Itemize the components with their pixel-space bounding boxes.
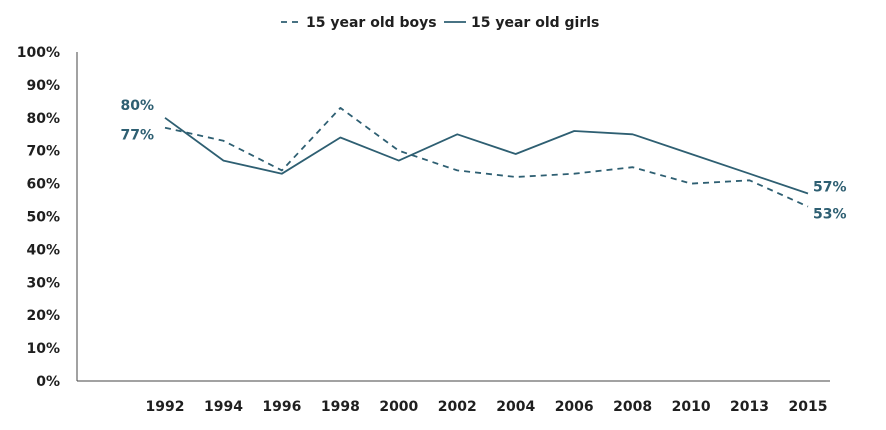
legend: 15 year old boys 15 year old girls	[281, 15, 599, 31]
x-tick-label: 2006	[555, 399, 594, 415]
x-tick-label: 2015	[789, 399, 828, 415]
x-tick-label: 2004	[496, 399, 535, 415]
y-tick-label: 70%	[26, 144, 60, 160]
y-tick-label: 90%	[26, 78, 60, 94]
y-tick-label: 10%	[26, 341, 60, 357]
data-label-first: 77%	[120, 128, 154, 144]
y-tick-label: 60%	[26, 177, 60, 193]
y-tick-label: 0%	[36, 374, 60, 390]
x-tick-label: 1994	[204, 399, 243, 415]
y-tick-label: 40%	[26, 242, 60, 258]
y-tick-label: 20%	[26, 308, 60, 324]
series-line-boys	[164, 107, 809, 208]
y-tick-label: 30%	[26, 275, 60, 291]
data-label-last: 53%	[813, 207, 847, 223]
x-tick-label: 2010	[672, 399, 711, 415]
x-axis: 1992 1994 1996 1998 2000 2002 2004 2006 2008 2010…	[77, 380, 830, 415]
data-labels: 77% 53% 80% 57%	[120, 98, 846, 223]
x-tick-label: 2000	[379, 399, 418, 415]
series-line-girls	[164, 117, 809, 195]
x-tick-label: 2002	[438, 399, 477, 415]
y-tick-label: 50%	[26, 210, 60, 226]
x-tick-label: 1998	[321, 399, 360, 415]
series-layer	[164, 107, 809, 208]
x-tick-label: 1996	[262, 399, 301, 415]
y-tick-label: 100%	[17, 45, 60, 61]
data-label-last: 57%	[813, 179, 847, 195]
x-tick-label: 2008	[613, 399, 652, 415]
y-axis: 0% 10% 20% 30% 40% 50% 60% 70% 80% 90% 100%	[17, 45, 78, 390]
legend-label: 15 year old girls	[471, 15, 599, 31]
x-tick-label: 1992	[146, 399, 185, 415]
data-label-first: 80%	[120, 98, 154, 114]
x-tick-label: 2013	[730, 399, 769, 415]
legend-label: 15 year old boys	[306, 15, 437, 31]
y-tick-label: 80%	[26, 111, 60, 127]
